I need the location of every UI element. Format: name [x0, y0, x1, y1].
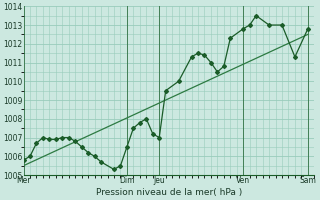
X-axis label: Pression niveau de la mer( hPa ): Pression niveau de la mer( hPa ) — [96, 188, 242, 197]
